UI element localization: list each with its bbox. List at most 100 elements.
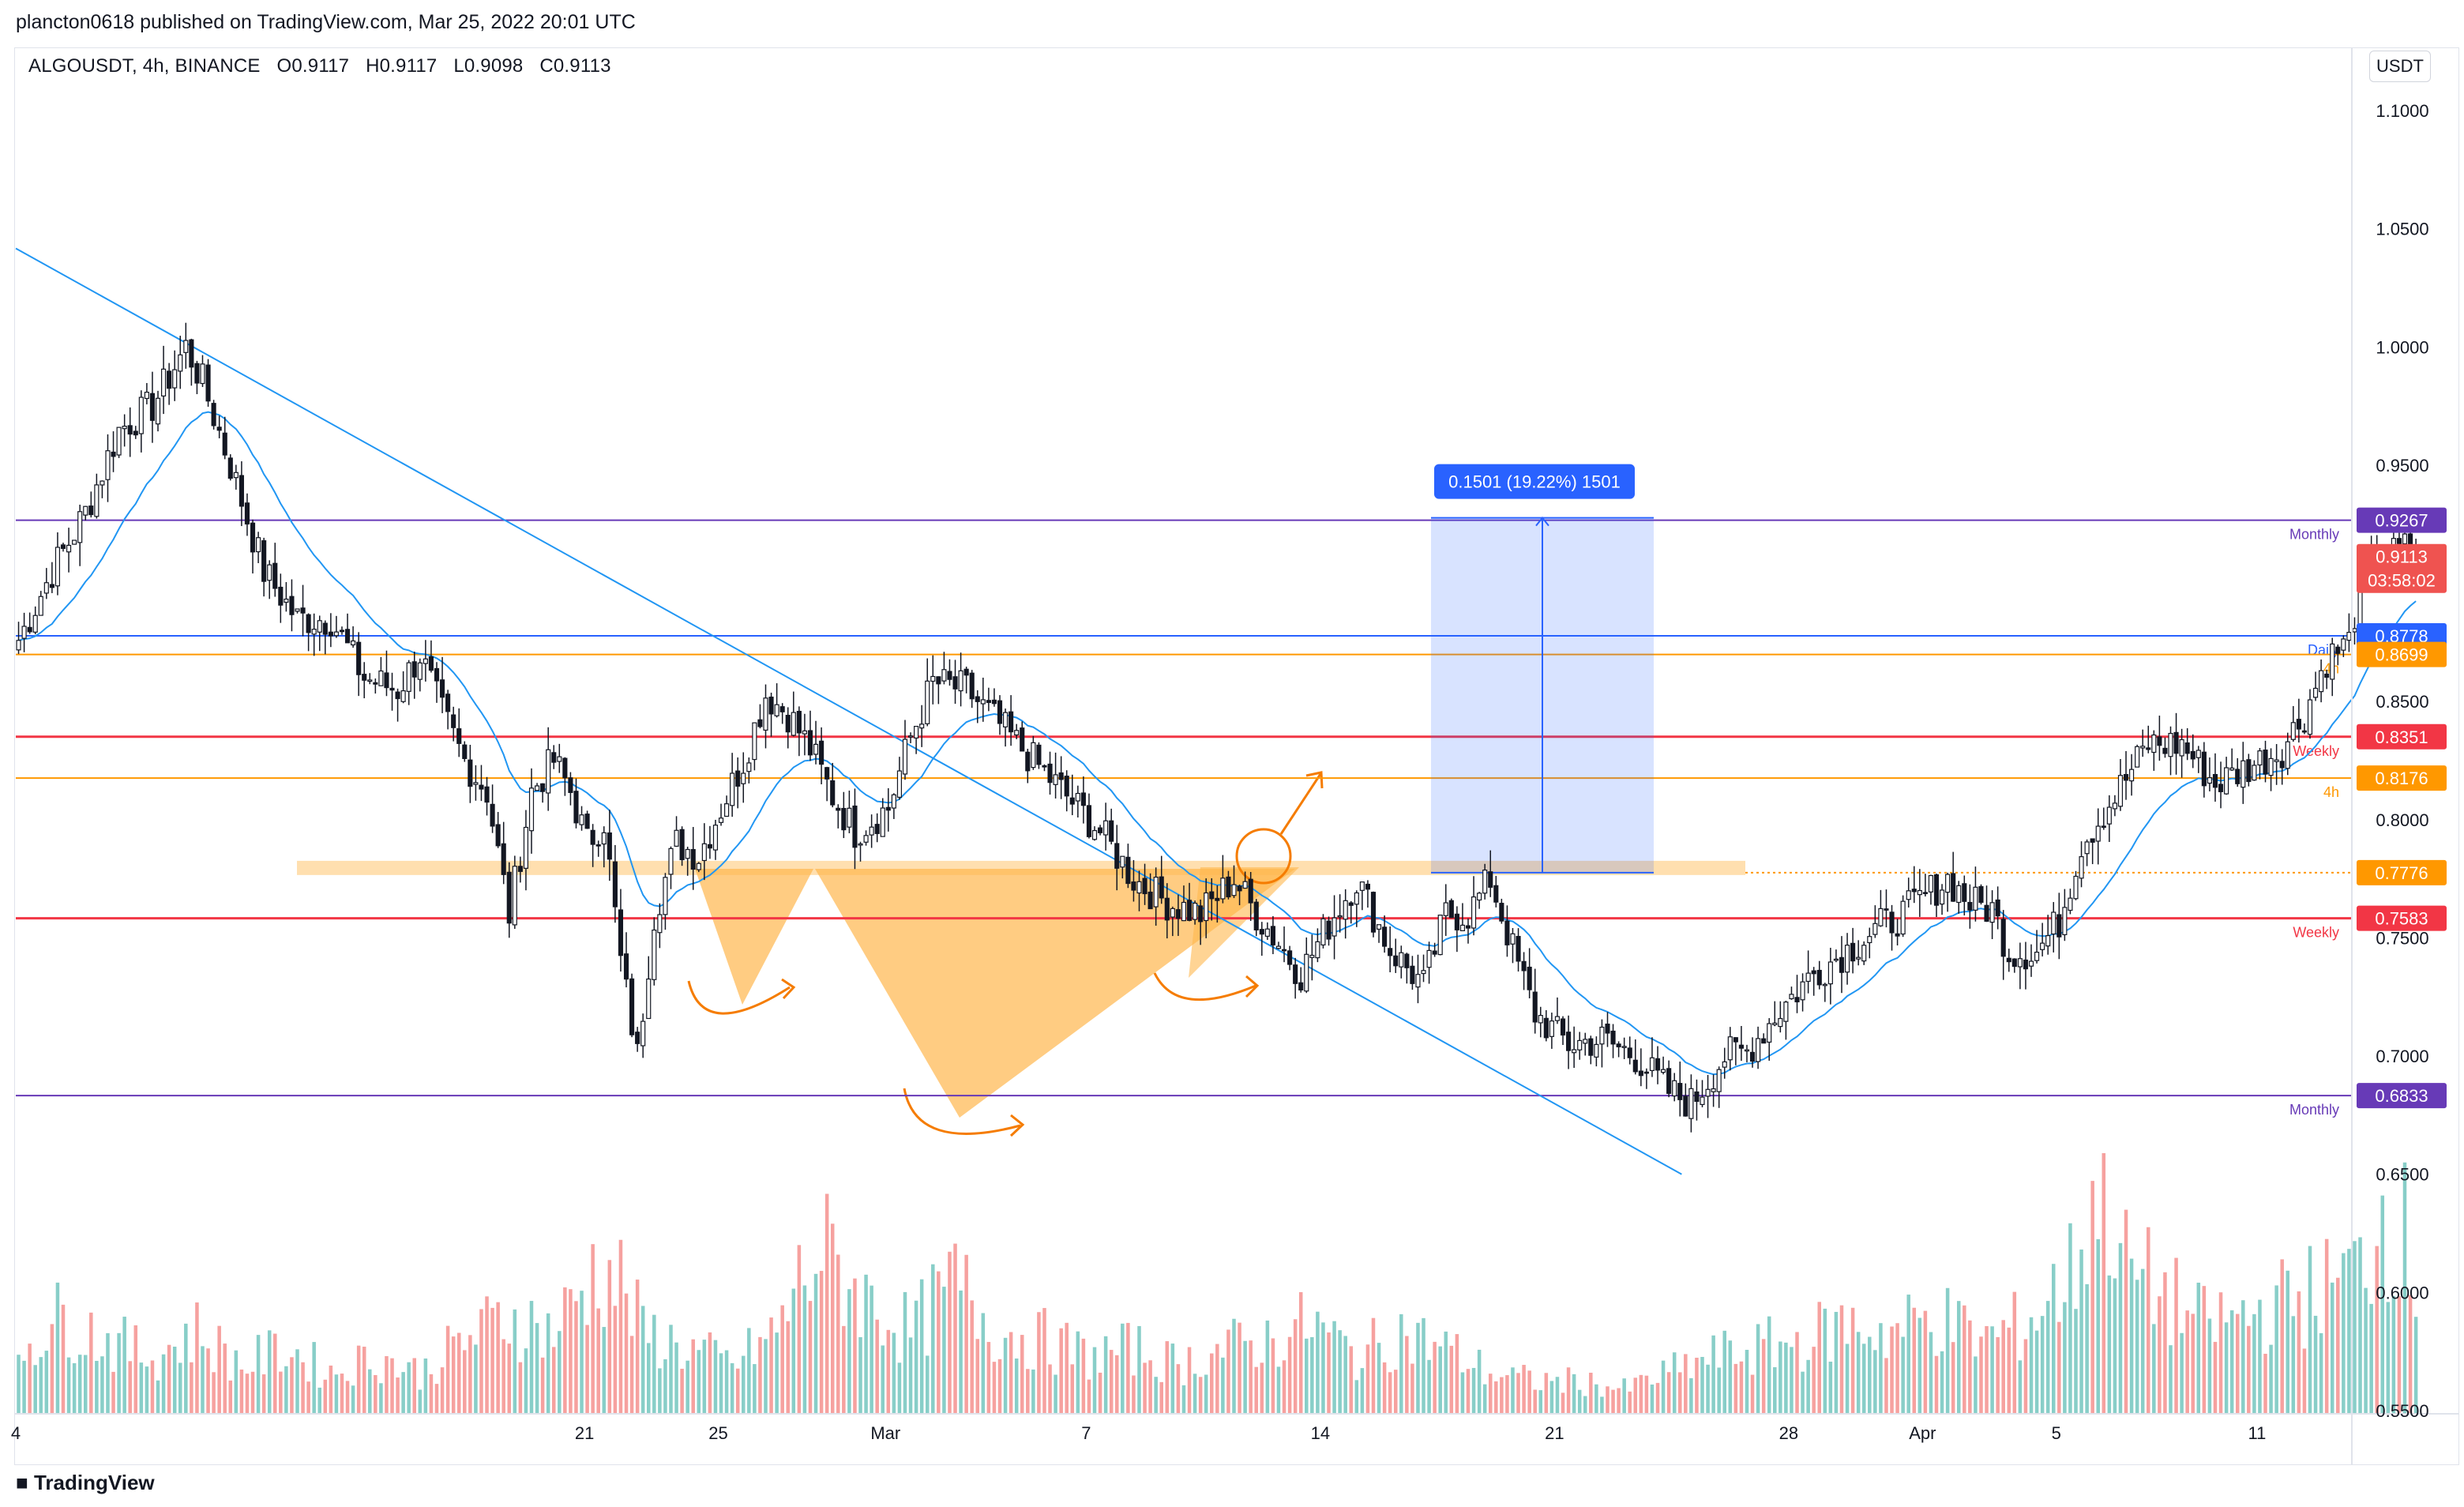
candle-body (1080, 792, 1086, 806)
candle-body (250, 522, 256, 553)
candle-body (785, 715, 791, 733)
volume-bar (1845, 1344, 1850, 1414)
currency-selector[interactable]: USDT (2369, 51, 2431, 82)
candle-body (1532, 991, 1538, 1023)
volume-bar (1098, 1372, 1102, 1414)
candle-body (54, 547, 61, 587)
candle-body (907, 735, 914, 738)
candle-body (2190, 750, 2195, 760)
volume-bar (2158, 1296, 2162, 1414)
candle-body (1432, 950, 1437, 955)
candle-body (2073, 875, 2079, 900)
volume-bar (2045, 1301, 2050, 1414)
candle-body (2051, 911, 2056, 935)
candle-body (746, 762, 752, 772)
candle-body (2246, 759, 2252, 783)
time-tick: 28 (1779, 1423, 1798, 1443)
candle-body (88, 505, 94, 516)
candle-body (1287, 950, 1293, 965)
candle-body (21, 626, 27, 639)
candle-body (1632, 1059, 1638, 1073)
volume-bar (1583, 1396, 1587, 1414)
candle-body (1827, 961, 1833, 985)
candle-body (562, 757, 568, 779)
price-axis[interactable]: 1.1000 1.0500 1.0000 0.9500 0.8500 0.8000 0.75… (11, 47, 2464, 1464)
volume-bar (1850, 1307, 1855, 1414)
candle-body (1304, 953, 1309, 992)
volume-bar (1956, 1301, 1961, 1414)
volume-bar (1332, 1321, 1336, 1414)
volume-bar (1054, 1374, 1057, 1414)
candle-body (768, 697, 774, 715)
volume-bar (106, 1332, 110, 1414)
candle-body (2151, 734, 2157, 754)
candle-body (1343, 900, 1348, 920)
volume-bar (797, 1245, 802, 1414)
candle-body (105, 450, 111, 480)
candle-body (1426, 949, 1432, 968)
candle-body (2135, 746, 2140, 768)
candle-body (712, 825, 719, 851)
candle-body (1031, 742, 1036, 769)
projection-label: 0.1501 (19.22%) 1501 (1448, 472, 1621, 492)
candle-body (2324, 673, 2330, 678)
candle-body (1120, 855, 1125, 868)
candle-body (830, 780, 836, 806)
volume-bar (61, 1304, 66, 1414)
candle-body (1226, 876, 1231, 898)
volume-bar (139, 1362, 144, 1414)
volume-bar (1137, 1325, 1141, 1414)
candle-body (646, 978, 652, 1020)
candle-body (49, 584, 54, 588)
candle-body (1588, 1038, 1594, 1056)
volume-bar (1790, 1347, 1794, 1414)
candle-body (791, 712, 796, 736)
candle-body (2028, 960, 2034, 967)
candle-body (2335, 646, 2341, 654)
volume-bar (1360, 1368, 1365, 1414)
volume-bar (190, 1362, 193, 1414)
volume-bar (780, 1305, 784, 1414)
volume-bar (1271, 1338, 1275, 1414)
trendline-layer[interactable] (15, 247, 1682, 1175)
volume-bar (2018, 1360, 2023, 1414)
volume-bar (418, 1389, 423, 1414)
candle-body (155, 397, 161, 425)
tradingview-logo[interactable]: ■ TradingView (16, 1471, 155, 1495)
volume-bar (161, 1354, 166, 1414)
volume-bar (2386, 1302, 2391, 1414)
candle-body (1566, 1032, 1572, 1051)
candle-body (2006, 957, 2011, 963)
volume-bar (1393, 1370, 1398, 1414)
candle-body (1572, 1049, 1577, 1054)
volume-bar (540, 1357, 545, 1414)
candle-body (1020, 727, 1025, 752)
price-chart[interactable]: MonthlyDaily4hWeekly4hWeeklyMonthly 0.15… (0, 0, 2464, 1468)
volume-bar (1065, 1322, 1069, 1414)
volume-bar (1706, 1364, 1710, 1414)
volume-bar (1861, 1344, 1866, 1414)
volume-bar (434, 1384, 439, 1414)
volume-bar (2408, 1295, 2413, 1414)
candle-body (824, 767, 830, 780)
volume-bar (217, 1325, 221, 1414)
volume-bar (1684, 1354, 1688, 1414)
volume-bar (1031, 1369, 1035, 1414)
volume-bar (1561, 1392, 1565, 1414)
projection-box[interactable]: 0.1501 (19.22%) 1501 (1431, 464, 1654, 874)
volume-bar (764, 1339, 768, 1414)
volume-bar (245, 1374, 250, 1414)
candle-body (267, 564, 272, 581)
publisher-header: plancton0618 published on TradingView.co… (16, 11, 636, 33)
volume-bar (1181, 1385, 1186, 1414)
volume-bar (2051, 1264, 2056, 1414)
candle-body (1147, 891, 1153, 910)
level-lines: MonthlyDaily4hWeekly4hWeeklyMonthly (16, 519, 2352, 1118)
level-badge-4-box (2357, 765, 2447, 791)
volume-bar (953, 1243, 957, 1414)
legend-symbol[interactable]: ALGOUSDT, 4h, BINANCE (28, 55, 261, 77)
level-badge-3-text: 0.8351 (2375, 727, 2428, 747)
volume-bar (1511, 1367, 1515, 1414)
volume-bar (1187, 1347, 1192, 1414)
candle-body (1482, 870, 1488, 894)
